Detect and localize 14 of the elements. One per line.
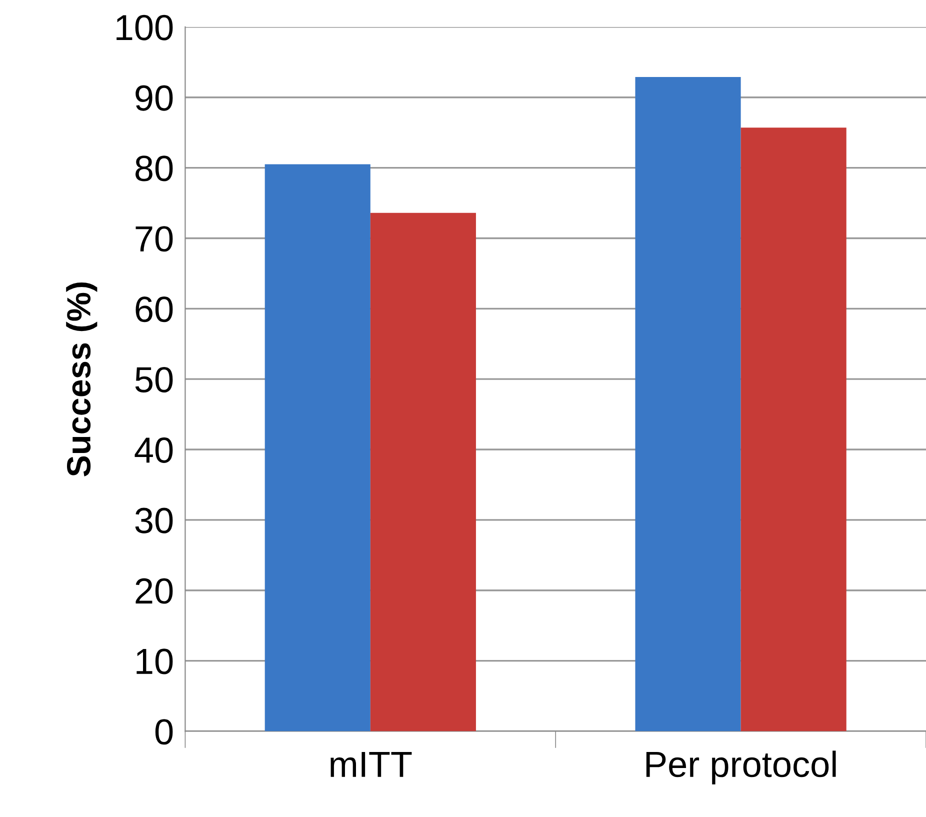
y-tick-label: 60 (136, 296, 173, 322)
y-tick-label: 80 (135, 156, 173, 182)
y-tick-label: 20 (136, 578, 173, 604)
x-tick-label: Per protocol (646, 750, 836, 784)
y-axis-title: Success (%) (66, 282, 98, 476)
y-tick-label: 30 (135, 508, 173, 534)
y-tick-label: 50 (135, 366, 173, 393)
y-tick-label: 40 (134, 437, 173, 463)
y-tick-label: 100 (116, 14, 173, 40)
y-tick-label: 90 (136, 85, 173, 111)
y-tick-label: 10 (136, 648, 173, 674)
y-tick-label: 0 (155, 719, 173, 745)
y-tick-label: 70 (136, 226, 173, 252)
x-tick-label: mITT (330, 752, 412, 777)
